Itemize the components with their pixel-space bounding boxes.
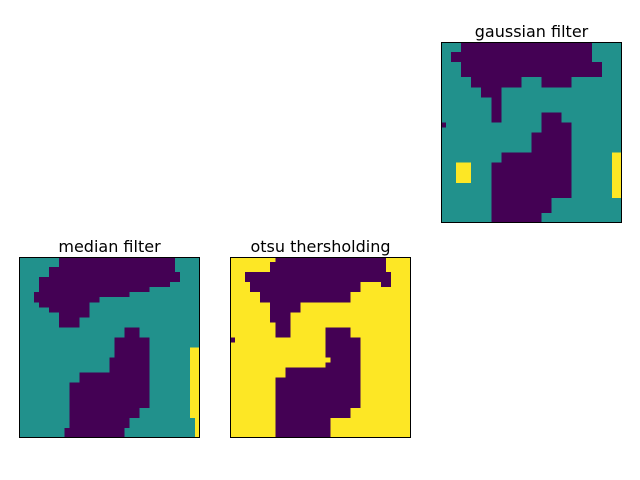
panel-title: otsu thersholding [250, 237, 391, 256]
region-low-2 [275, 327, 361, 438]
region-low-1 [451, 42, 602, 123]
panel-frame [441, 42, 622, 223]
region-low-2 [491, 112, 572, 223]
gaussian-filter-image [441, 42, 622, 223]
median-filter-image [19, 257, 200, 438]
panel-title: median filter [58, 237, 161, 256]
panel-title: gaussian filter [474, 22, 589, 41]
region-high-5 [611, 152, 622, 198]
region-low-3 [441, 122, 447, 128]
region-low-2 [64, 327, 150, 438]
region-low-1 [245, 257, 391, 338]
region-high-3 [189, 347, 200, 438]
panel-otsu-thresholding: otsu thersholding [230, 237, 411, 438]
region-low-1 [34, 257, 180, 328]
region-high-4 [456, 162, 472, 183]
panel-frame [19, 257, 200, 438]
otsu-thresholding-image [230, 257, 411, 438]
panel-median-filter: median filter [19, 237, 200, 438]
panel-frame [230, 257, 411, 438]
region-low-3 [230, 337, 236, 343]
panel-gaussian-filter: gaussian filter [441, 22, 622, 223]
